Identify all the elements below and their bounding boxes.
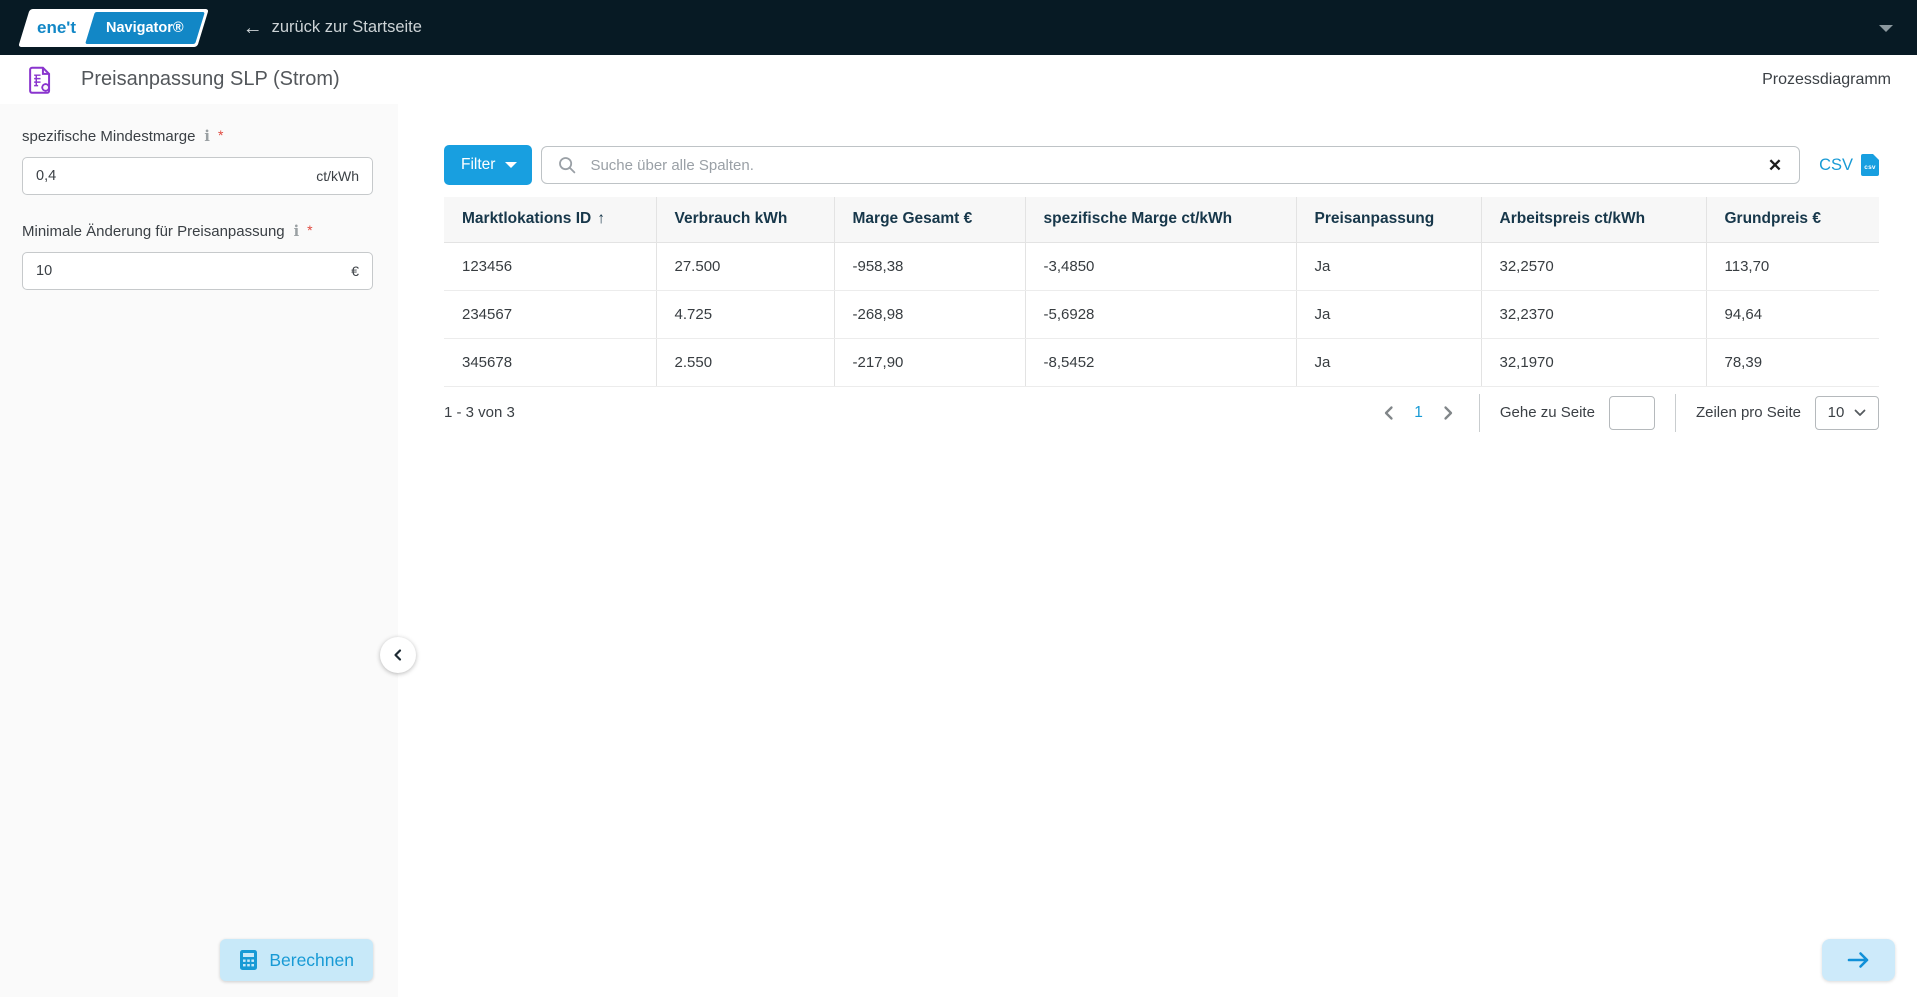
rows-per-page-label: Zeilen pro Seite: [1695, 404, 1801, 421]
search-icon: [559, 157, 576, 174]
sort-asc-icon: ↑: [597, 210, 605, 228]
row-range-label: 1 - 3 von 3: [444, 404, 515, 421]
column-header-verbrauch[interactable]: Verbrauch kWh: [655, 197, 834, 243]
rows-per-page-value: 10: [1827, 404, 1845, 421]
search-box: ✕: [541, 146, 1801, 184]
field-unit: ct/kWh: [316, 168, 359, 184]
sidebar-collapse-button[interactable]: [380, 637, 416, 673]
chevron-left-icon: [394, 649, 402, 661]
search-input[interactable]: [590, 156, 1766, 174]
column-header-grundpreis[interactable]: Grundpreis €: [1705, 197, 1879, 243]
divider: [1674, 393, 1676, 432]
goto-page-input[interactable]: [1608, 395, 1655, 430]
page-title: Preisanpassung SLP (Strom): [81, 68, 340, 90]
table-toolbar: Filter ✕ CSV csv: [444, 145, 1879, 185]
table-row[interactable]: 234567 4.725 -268,98 -5,6928 Ja 32,2370 …: [444, 290, 1879, 339]
topbar: ene't Navigator® ← zurück zur Startseite: [0, 0, 1917, 55]
results-table: Marktlokations ID ↑ Verbrauch kWh Marge G…: [444, 197, 1879, 387]
document-gear-icon: [29, 66, 51, 94]
column-header-marktlokations-id[interactable]: Marktlokations ID ↑: [444, 197, 656, 243]
field-min-change: Minimale Änderung für Preisanpassung i *…: [22, 221, 373, 290]
content-layout: spezifische Mindestmarge i * ct/kWh Mini…: [0, 104, 1917, 997]
info-icon[interactable]: i: [204, 128, 210, 145]
required-marker: *: [307, 221, 313, 238]
min-margin-input[interactable]: [36, 168, 317, 184]
csv-export-link[interactable]: CSV csv: [1819, 154, 1879, 176]
field-unit: €: [351, 263, 359, 279]
csv-label: CSV: [1819, 155, 1853, 174]
chevron-right-icon: [1444, 405, 1453, 420]
process-diagram-link[interactable]: Prozessdiagramm: [1762, 70, 1891, 88]
divider: [1478, 393, 1480, 432]
rows-per-page-select[interactable]: 10: [1815, 395, 1879, 430]
back-arrow-icon: ←: [242, 16, 263, 39]
current-page-number[interactable]: 1: [1414, 403, 1423, 421]
arrow-right-icon: [1847, 952, 1868, 968]
min-change-input[interactable]: [36, 263, 352, 279]
csv-file-icon: csv: [1861, 154, 1879, 176]
filter-label: Filter: [461, 156, 496, 173]
logo-primary: ene't: [22, 11, 93, 44]
calculate-button[interactable]: Berechnen: [220, 939, 373, 981]
column-header-marge-gesamt[interactable]: Marge Gesamt €: [833, 197, 1025, 243]
back-link-label: zurück zur Startseite: [271, 18, 422, 36]
filter-button[interactable]: Filter: [444, 145, 533, 185]
field-min-margin: spezifische Mindestmarge i * ct/kWh: [22, 126, 373, 195]
parameter-sidebar: spezifische Mindestmarge i * ct/kWh Mini…: [0, 104, 398, 997]
table-row[interactable]: 345678 2.550 -217,90 -8,5452 Ja 32,1970 …: [444, 338, 1879, 387]
column-header-preisanpassung[interactable]: Preisanpassung: [1295, 197, 1481, 243]
logo-secondary: Navigator®: [85, 11, 205, 44]
table-row[interactable]: 123456 27.500 -958,38 -3,4850 Ja 32,2570…: [444, 242, 1879, 291]
chevron-down-icon: [1854, 409, 1866, 416]
back-to-home-link[interactable]: ← zurück zur Startseite: [243, 18, 422, 38]
chevron-down-icon[interactable]: [1879, 25, 1893, 32]
title-bar: Preisanpassung SLP (Strom) Prozessdiagra…: [0, 55, 1917, 104]
calculator-icon: [240, 950, 258, 970]
goto-page-label: Gehe zu Seite: [1499, 404, 1595, 421]
previous-page-button[interactable]: [1378, 401, 1400, 425]
field-label: spezifische Mindestmarge: [22, 128, 196, 145]
clear-search-button[interactable]: ✕: [1767, 155, 1783, 175]
field-label: Minimale Änderung für Preisanpassung: [22, 223, 285, 240]
calculate-label: Berechnen: [269, 949, 354, 970]
chevron-left-icon: [1385, 405, 1393, 420]
pagination-bar: 1 - 3 von 3 1 Gehe zu Seite Zeilen p: [444, 387, 1879, 439]
main-panel: Filter ✕ CSV csv: [398, 104, 1917, 997]
column-header-arbeitspreis[interactable]: Arbeitspreis ct/kWh: [1480, 197, 1706, 243]
info-icon[interactable]: i: [293, 223, 300, 240]
required-marker: *: [217, 126, 224, 143]
enet-navigator-logo[interactable]: ene't Navigator®: [18, 8, 209, 47]
table-header-row: Marktlokations ID ↑ Verbrauch kWh Marge G…: [444, 197, 1879, 243]
next-step-button[interactable]: [1822, 939, 1895, 981]
next-page-button[interactable]: [1437, 401, 1459, 425]
caret-down-icon: [505, 162, 518, 168]
column-header-spezifische-marge[interactable]: spezifische Marge ct/kWh: [1024, 197, 1296, 243]
